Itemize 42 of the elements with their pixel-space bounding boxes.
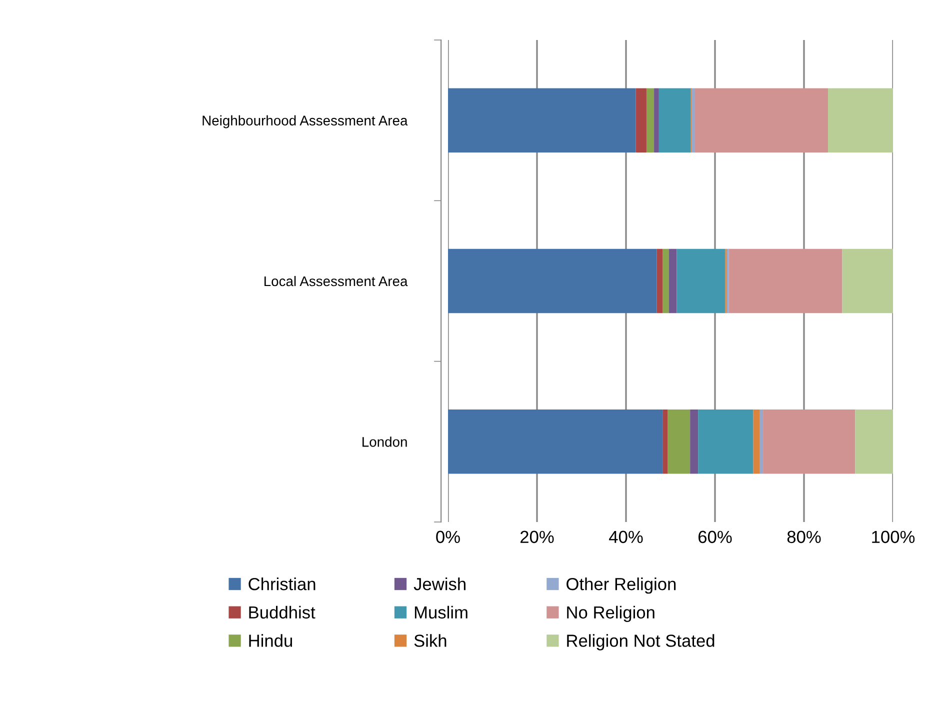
legend-label: Other Religion	[566, 578, 676, 594]
legend-label: Sikh	[414, 634, 446, 647]
y-tick-label: Local Assessment Area	[264, 276, 408, 286]
legend-label: Muslim	[414, 606, 468, 619]
x-tick-label: 60%	[698, 530, 732, 544]
bar	[763, 410, 856, 474]
bar	[668, 410, 690, 474]
bar	[654, 88, 659, 152]
x-tick-label: 20%	[520, 530, 554, 544]
legend-label: Jewish	[414, 578, 466, 590]
legend-label: Christian	[248, 578, 316, 590]
bar	[668, 248, 677, 314]
bar	[636, 88, 646, 152]
legend-label: No Religion	[567, 606, 654, 622]
y-tick-label: Neighbourhood Assessment Area	[202, 115, 408, 128]
bar	[828, 88, 893, 152]
bar	[698, 410, 754, 474]
bar	[662, 248, 669, 314]
bar	[842, 248, 893, 314]
bar	[690, 410, 698, 474]
y-tick-label: London	[362, 436, 407, 447]
bar	[753, 410, 760, 474]
x-tick-label: 80%	[787, 530, 821, 544]
bar	[448, 410, 663, 474]
legend-label: Buddhist	[249, 606, 316, 619]
bar	[662, 410, 668, 474]
bar	[692, 88, 695, 152]
legend-label: Religion Not Stated	[567, 634, 714, 650]
legend-label: Hindu	[249, 634, 292, 647]
x-tick-label: 100%	[872, 530, 915, 544]
x-tick-label: 0%	[436, 530, 460, 544]
bar	[676, 248, 726, 314]
bar	[658, 88, 691, 152]
bar	[448, 88, 636, 152]
bar	[728, 248, 842, 314]
bar	[646, 88, 654, 152]
bar	[855, 410, 893, 474]
bar	[760, 410, 764, 474]
bar	[656, 248, 662, 314]
x-tick-label: 40%	[609, 530, 643, 544]
bar	[448, 248, 657, 314]
bar	[694, 88, 828, 152]
